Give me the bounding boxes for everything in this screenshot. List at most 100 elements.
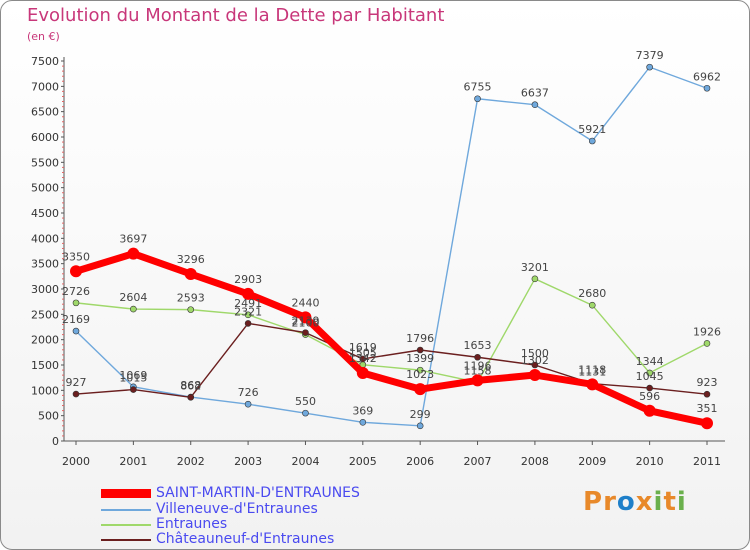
data-point — [416, 422, 424, 430]
data-point — [299, 311, 312, 324]
data-point — [703, 390, 711, 398]
data-label: 1069 — [119, 369, 147, 382]
data-label: 1926 — [693, 325, 721, 338]
y-tick-label: 5000 — [31, 182, 59, 195]
data-label: 2680 — [578, 287, 606, 300]
data-label: 2321 — [234, 305, 262, 318]
data-point — [414, 383, 427, 396]
data-label: 3350 — [62, 250, 90, 263]
legend-swatch-villeneuve — [101, 509, 151, 511]
y-tick-label: 4000 — [31, 232, 59, 245]
series-line — [75, 322, 708, 399]
legend-label-entraunes: Entraunes — [156, 516, 228, 532]
data-point — [586, 378, 599, 391]
data-label: 927 — [66, 376, 87, 389]
data-label: 1505 — [349, 347, 377, 360]
x-tick-label: 2007 — [464, 455, 492, 468]
data-label: 923 — [697, 376, 718, 389]
x-tick-label: 2010 — [636, 455, 664, 468]
series-layer — [70, 63, 713, 430]
logo-letter: x — [635, 487, 654, 517]
data-point — [474, 353, 481, 361]
y-tick-label: 4500 — [31, 207, 59, 220]
data-label: 5921 — [578, 123, 606, 136]
data-point — [588, 301, 596, 309]
data-point — [531, 361, 539, 369]
data-label: 726 — [238, 386, 259, 399]
axes: 0 500 1000 1500 2000 2500 3000 3500 4000 4500 5000… — [31, 55, 725, 468]
data-point — [703, 340, 711, 347]
data-label: 1796 — [406, 332, 434, 345]
logo-letter: t — [663, 487, 677, 517]
data-point — [70, 265, 82, 278]
data-label: 862 — [180, 379, 201, 392]
y-tick-label: 6000 — [31, 131, 59, 144]
data-point — [130, 305, 137, 313]
data-label: 2903 — [234, 273, 262, 286]
data-point — [302, 329, 309, 336]
data-label: 1015 — [119, 372, 147, 385]
data-label: 369 — [352, 404, 373, 417]
data-label: 868 — [180, 379, 201, 392]
series-line — [75, 278, 708, 384]
data-label: 351 — [697, 402, 718, 415]
data-point — [187, 306, 195, 313]
data-label: 1619 — [349, 341, 377, 354]
data-point — [474, 95, 481, 103]
series-line — [75, 66, 708, 427]
x-tick-label: 2004 — [291, 455, 319, 468]
data-point — [72, 390, 80, 398]
data-label: 1500 — [521, 347, 549, 360]
data-point — [127, 247, 140, 260]
data-point — [130, 386, 137, 393]
legend-label-villeneuve: Villeneuve-d'Entraunes — [156, 501, 318, 517]
data-label: 3697 — [119, 233, 147, 246]
data-point — [72, 327, 80, 335]
data-point — [187, 394, 195, 401]
x-tick-label: 2001 — [119, 455, 147, 468]
data-label: 1653 — [464, 339, 492, 352]
y-tick-label: 3000 — [31, 283, 59, 296]
data-label: 2139 — [291, 315, 319, 328]
x-tick-label: 2008 — [521, 455, 549, 468]
y-tick-label: 1500 — [31, 359, 59, 372]
data-point — [646, 63, 653, 71]
data-point — [531, 275, 539, 283]
x-tick-label: 2002 — [177, 455, 205, 468]
logo-letter: r — [603, 487, 617, 517]
data-label: 1196 — [464, 359, 492, 372]
logo-letter: P — [583, 487, 604, 517]
data-label: 1302 — [521, 354, 549, 367]
data-label: 1342 — [349, 352, 377, 365]
y-tick-label: 2500 — [31, 308, 59, 321]
data-point — [184, 268, 197, 281]
data-point — [416, 346, 424, 354]
data-point — [646, 384, 653, 392]
y-tick-label: 1000 — [31, 384, 59, 397]
data-label: 2726 — [62, 285, 90, 298]
data-label: 3201 — [521, 261, 549, 274]
data-label: 299 — [410, 408, 431, 421]
data-point — [588, 137, 596, 145]
data-label: 1045 — [636, 370, 664, 383]
logo-letter: o — [616, 487, 636, 517]
y-tick-label: 500 — [38, 410, 59, 423]
x-tick-label: 2005 — [349, 455, 377, 468]
y-tick-label: 6500 — [31, 106, 59, 119]
data-point — [242, 287, 255, 300]
y-tick-label: 5500 — [31, 156, 59, 169]
data-point — [359, 419, 367, 426]
data-labels: 2169 1069 868 726 550 369 299 6755 6637 5921 7379 6… — [62, 49, 721, 421]
data-point — [646, 369, 653, 377]
data-point — [356, 367, 369, 380]
x-tick-label: 2006 — [406, 455, 434, 468]
data-point — [703, 84, 711, 92]
data-label: 2169 — [62, 313, 90, 326]
data-label: 2440 — [291, 296, 319, 309]
data-label: 2100 — [291, 317, 319, 330]
legend-swatch-entraunes — [101, 524, 151, 526]
y-tick-label: 2000 — [31, 334, 59, 347]
chart-unit: (en €) — [27, 30, 60, 43]
